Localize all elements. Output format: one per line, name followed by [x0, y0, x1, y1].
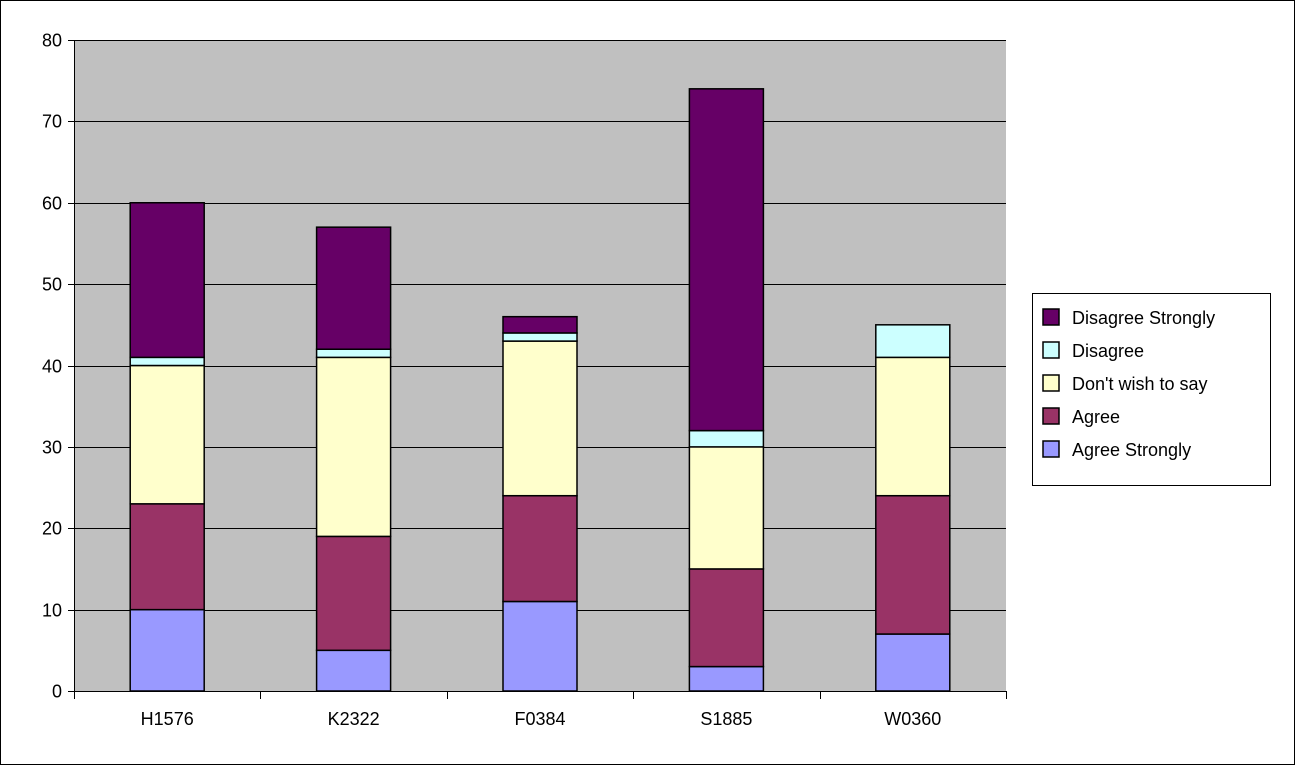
bar-segment [875, 356, 951, 497]
legend: Disagree Strongly Disagree Don't wish to s… [1032, 293, 1271, 486]
y-tick-label: 0 [52, 682, 62, 702]
bar-segment [315, 535, 392, 652]
bar-segment [502, 494, 578, 603]
bar-segment [688, 88, 765, 432]
legend-label: Agree [1072, 407, 1120, 427]
x-tick-label: H1576 [141, 709, 194, 729]
legend-box [1032, 293, 1271, 486]
legend-swatch [1042, 341, 1060, 359]
legend-swatch [1042, 440, 1060, 458]
x-tick-label: W0360 [884, 709, 941, 729]
bar-segment [502, 600, 578, 692]
bar-segment [129, 608, 205, 692]
bar-segment [502, 315, 578, 334]
legend-label: Disagree [1072, 341, 1144, 361]
legend-swatch [1042, 374, 1060, 392]
y-tick-label: 70 [42, 112, 62, 132]
bar-segment [875, 494, 951, 635]
bar-segment [502, 332, 578, 342]
y-tick-label: 60 [42, 194, 62, 214]
legend-label: Agree Strongly [1072, 440, 1191, 460]
bar-segment [688, 446, 765, 570]
bar-segment [315, 226, 392, 350]
legend-swatch [1042, 308, 1060, 326]
bar-segment [129, 503, 205, 611]
y-tick-label: 10 [42, 601, 62, 621]
y-tick-label: 50 [42, 275, 62, 295]
bar-segment [129, 364, 205, 505]
bar-segment [315, 649, 392, 692]
x-tick-label: K2322 [328, 709, 380, 729]
legend-swatch [1042, 407, 1060, 425]
bar-segment [875, 324, 951, 359]
y-tick-label: 20 [42, 519, 62, 539]
y-tick-label: 40 [42, 357, 62, 377]
x-tick-label: F0384 [514, 709, 565, 729]
bar-segment [315, 356, 392, 538]
bar-segment [502, 340, 578, 497]
x-tick-label: S1885 [700, 709, 752, 729]
bar-segment [688, 568, 765, 668]
legend-label: Disagree Strongly [1072, 308, 1215, 328]
legend-label: Don't wish to say [1072, 374, 1208, 394]
y-tick-label: 80 [42, 31, 62, 51]
bar-segment [315, 348, 392, 359]
bar-segment [129, 202, 205, 359]
y-tick-label: 30 [42, 438, 62, 458]
bar-segment [129, 356, 205, 367]
axes: 0 10 20 30 40 50 60 70 80 H1576 K2322 F0384 S1885 W03… [42, 31, 1007, 729]
bar-segment [688, 665, 765, 692]
bar-segment [688, 429, 765, 448]
bar-segment [875, 633, 951, 692]
bars [129, 88, 951, 692]
